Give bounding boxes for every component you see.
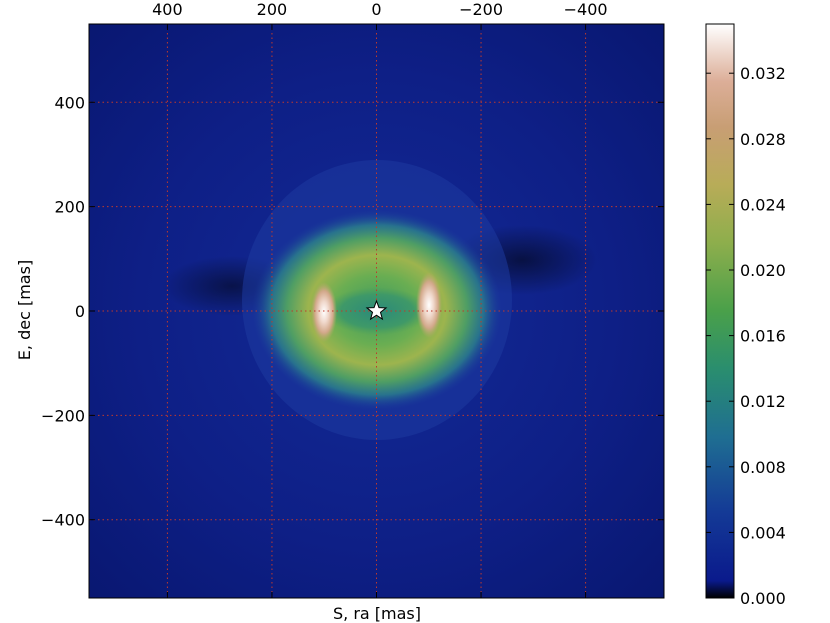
x-axis-label: S, ra [mas] xyxy=(333,604,421,623)
colorbar: 0.000 0.004 0.008 0.012 0.016 0.020 0.024 0.028… xyxy=(705,23,786,608)
colorbar-ticks: 0.000 0.004 0.008 0.012 0.016 0.020 0.024 0.028… xyxy=(706,64,786,608)
colorbar-tick-label: 0.008 xyxy=(740,458,786,477)
bright-lobe-west xyxy=(416,272,442,338)
colorbar-tick-label: 0.032 xyxy=(740,64,786,83)
y-tick-label: 200 xyxy=(54,198,85,217)
y-ticks: 400 200 0 −200 −400 xyxy=(41,93,664,530)
x-ticks: 400 200 0 −200 −400 xyxy=(152,0,608,598)
colorbar-tick-label: 0.024 xyxy=(740,195,786,214)
colorbar-tick-label: 0.012 xyxy=(740,392,786,411)
colorbar-frame xyxy=(705,23,735,599)
y-axis-label: E, dec [mas] xyxy=(15,260,34,360)
bright-lobe-east xyxy=(311,282,337,342)
y-tick-label: −200 xyxy=(41,406,85,425)
colorbar-tick-label: 0.020 xyxy=(740,261,786,280)
x-tick-label: −400 xyxy=(564,0,608,19)
x-tick-label: 400 xyxy=(152,0,183,19)
colorbar-tick-label: 0.004 xyxy=(740,523,786,542)
y-tick-label: −400 xyxy=(41,511,85,530)
colorbar-tick-label: 0.028 xyxy=(740,130,786,149)
colorbar-tick-label: 0.016 xyxy=(740,327,786,346)
colorbar-tick-label: 0.000 xyxy=(740,589,786,608)
x-tick-label: 0 xyxy=(371,0,381,19)
x-tick-label: 200 xyxy=(257,0,288,19)
grid-lines xyxy=(89,24,664,598)
star-marker xyxy=(365,299,388,321)
y-tick-label: 0 xyxy=(75,302,85,321)
star-icon xyxy=(365,299,388,321)
colorbar-gradient xyxy=(706,24,734,598)
y-tick-label: 400 xyxy=(54,93,85,112)
x-tick-label: −200 xyxy=(459,0,503,19)
